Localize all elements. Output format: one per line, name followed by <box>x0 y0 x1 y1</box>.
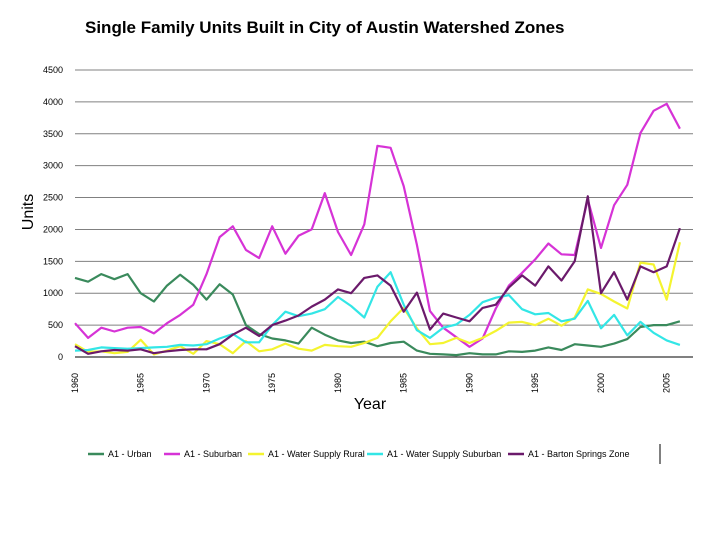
series-line <box>74 102 681 348</box>
y-tick-label: 500 <box>48 320 63 330</box>
x-axis-label: Year <box>354 396 387 413</box>
y-tick-label: 4000 <box>43 97 63 107</box>
x-axis-ticks: 1960 1965 1970 1975 1980 1985 1990 1995 2000 2005 <box>70 373 672 393</box>
y-axis-ticks: 0 500 1000 1500 2000 2500 3000 3500 4000 4500 <box>43 65 63 362</box>
y-tick-label: 1000 <box>43 288 63 298</box>
y-tick-label: 3000 <box>43 161 63 171</box>
series-line <box>74 271 681 352</box>
chart-title: Single Family Units Built in City of Aus… <box>85 18 565 37</box>
y-tick-label: 1500 <box>43 256 63 266</box>
x-tick-label: 1970 <box>201 373 211 393</box>
series-line <box>74 273 681 357</box>
legend-entry: A1 - Barton Springs Zone <box>528 449 630 459</box>
legend-entry: A1 - Urban <box>108 449 152 459</box>
x-tick-label: 1980 <box>333 373 343 393</box>
legend-entry: A1 - Suburban <box>184 449 242 459</box>
series-line <box>74 241 681 356</box>
x-tick-label: 1965 <box>136 373 146 393</box>
series-lines <box>74 102 681 357</box>
x-tick-label: 1975 <box>267 373 277 393</box>
x-tick-label: 2005 <box>662 373 672 393</box>
y-tick-label: 2500 <box>43 193 63 203</box>
y-tick-label: 4500 <box>43 65 63 75</box>
y-tick-label: 0 <box>58 352 63 362</box>
x-tick-label: 2000 <box>596 373 606 393</box>
legend-entry: A1 - Water Supply Suburban <box>387 449 501 459</box>
x-tick-label: 1985 <box>399 373 409 393</box>
y-tick-label: 3500 <box>43 129 63 139</box>
series-line <box>74 195 681 355</box>
legend: A1 - Urban A1 - Suburban A1 - Water Supply… <box>88 444 661 464</box>
legend-entry: A1 - Water Supply Rural <box>268 449 365 459</box>
grid-lines <box>75 69 693 326</box>
x-tick-label: 1990 <box>464 373 474 393</box>
x-tick-label: 1960 <box>70 373 80 393</box>
y-axis-label: Units <box>20 194 37 230</box>
x-tick-label: 1995 <box>530 373 540 393</box>
y-tick-label: 2000 <box>43 224 63 234</box>
